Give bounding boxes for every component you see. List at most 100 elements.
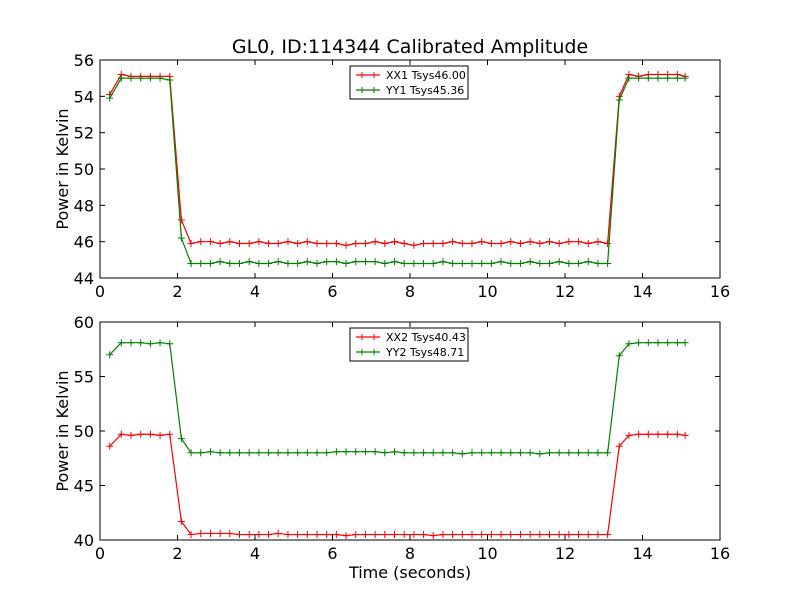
data-point (487, 531, 495, 539)
data-point (371, 448, 379, 456)
data-point (536, 531, 544, 539)
y-tick-label: 50 (74, 422, 94, 441)
data-point (313, 449, 321, 457)
data-point (615, 352, 623, 360)
legend-marker (359, 349, 377, 355)
data-point (400, 531, 408, 539)
data-point (361, 239, 369, 247)
x-tick-label: 12 (555, 544, 575, 563)
data-point (206, 448, 214, 456)
data-point (536, 259, 544, 267)
data-point (516, 239, 524, 247)
data-point (303, 258, 311, 266)
data-point (507, 238, 515, 246)
data-point (245, 531, 253, 539)
data-point (274, 258, 282, 266)
data-point (536, 239, 544, 247)
data-point (429, 532, 437, 540)
data-point (594, 259, 602, 267)
data-point (106, 94, 114, 102)
data-point (526, 449, 534, 457)
data-point (516, 449, 524, 457)
data-point (439, 449, 447, 457)
data-point (584, 449, 592, 457)
x-tick-label: 16 (710, 544, 730, 563)
data-point (265, 239, 273, 247)
data-point (468, 259, 476, 267)
data-point (604, 449, 612, 457)
data-point (555, 258, 563, 266)
data-point (673, 339, 681, 347)
data-point (255, 259, 263, 267)
x-tick-label: 10 (477, 282, 497, 301)
data-point (478, 238, 486, 246)
data-point (352, 448, 360, 456)
data-point (106, 442, 114, 450)
legend-label: XX1 Tsys46.00 (386, 69, 466, 82)
data-point (410, 449, 418, 457)
data-point (625, 74, 633, 82)
figure-title: GL0, ID:114344 Calibrated Amplitude (232, 36, 588, 58)
bottom-panel: 0 2 4 6 8 10 12 14 16 40 45 50 55 60 Power in Kelvin XX… (53, 313, 730, 563)
x-tick-label: 0 (95, 544, 105, 563)
data-point (604, 239, 612, 247)
data-point (371, 531, 379, 539)
data-point (681, 431, 689, 439)
data-point (546, 259, 553, 267)
data-point (303, 449, 311, 457)
x-tick-label: 6 (327, 282, 337, 301)
data-point (187, 531, 195, 539)
data-point (575, 531, 583, 539)
data-point (245, 258, 253, 266)
data-point (226, 449, 234, 457)
data-point (644, 339, 652, 347)
data-point (644, 430, 652, 438)
y-axis-label: Power in Kelvin (53, 108, 72, 229)
data-point (127, 339, 135, 347)
y-tick-label: 60 (74, 313, 94, 332)
legend-frame (349, 65, 469, 100)
data-point (635, 339, 643, 347)
y-tick-label: 55 (74, 368, 94, 387)
data-point (216, 529, 224, 537)
data-point (410, 241, 418, 249)
y-tick-label: 44 (74, 269, 94, 288)
data-point (156, 339, 164, 347)
data-point (371, 238, 379, 246)
data-point (187, 239, 195, 247)
data-point (342, 241, 350, 249)
data-point (468, 239, 476, 247)
data-point (497, 449, 505, 457)
x-tick-label: 2 (172, 282, 182, 301)
data-point (187, 449, 195, 457)
data-point (546, 449, 553, 457)
data-point (410, 531, 418, 539)
data-point (255, 449, 263, 457)
data-point (216, 258, 224, 266)
data-point (274, 449, 282, 457)
x-tick-label: 12 (555, 282, 575, 301)
data-point (361, 448, 369, 456)
data-point (284, 259, 292, 267)
y-tick-label: 52 (74, 124, 94, 143)
data-point (644, 74, 652, 82)
data-point (681, 74, 689, 82)
data-point (575, 238, 583, 246)
data-point (294, 531, 302, 539)
data-point (216, 239, 224, 247)
data-point (654, 74, 662, 82)
data-point (478, 531, 486, 539)
data-point (565, 531, 573, 539)
data-point (381, 531, 389, 539)
data-point (352, 258, 360, 266)
data-point (137, 430, 145, 438)
data-point (625, 431, 633, 439)
data-point (294, 239, 302, 247)
data-point (342, 448, 350, 456)
data-point (594, 449, 602, 457)
data-point (236, 259, 243, 267)
data-point (255, 238, 263, 246)
data-point (146, 430, 154, 438)
